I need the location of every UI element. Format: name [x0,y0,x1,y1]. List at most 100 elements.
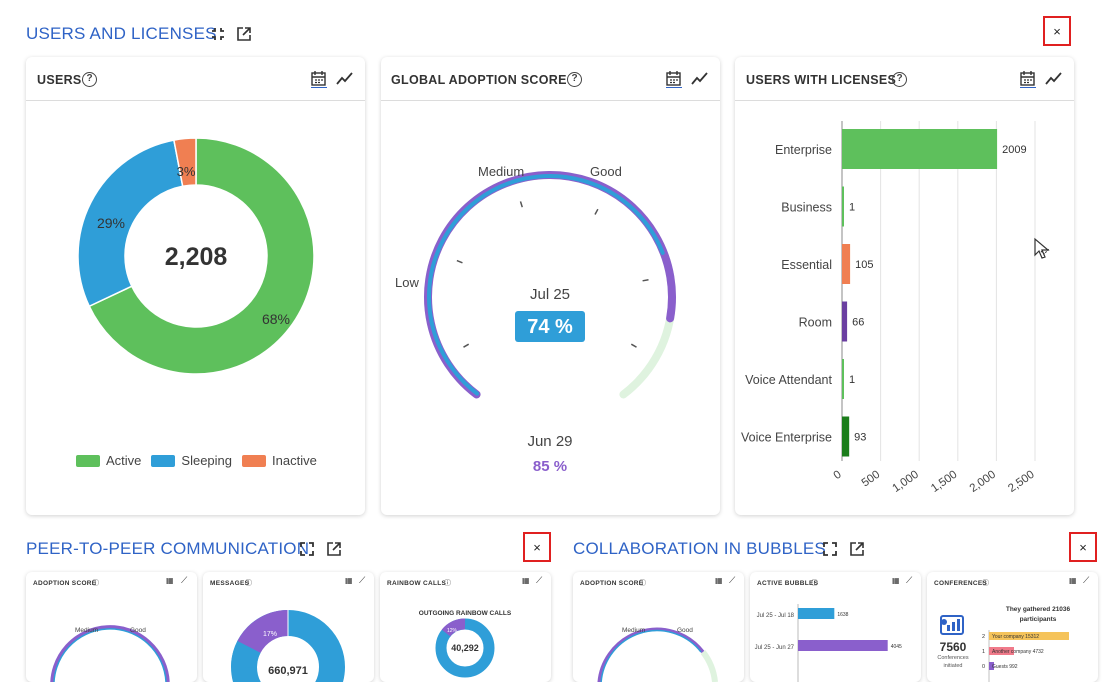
section-title-users-licenses: USERS AND LICENSES [26,24,217,43]
legend-swatch-active [76,454,100,467]
close-section-button[interactable]: × [523,532,551,562]
close-section-button[interactable]: × [1069,532,1097,562]
bubbles-adoption-card: ADOPTION SCORE ⓘ ▦ ⟋ Medium Good [573,572,744,682]
calendar-icon[interactable] [310,70,328,88]
trend-chart-icon[interactable] [1045,70,1063,88]
help-icon[interactable]: ⓘ [811,580,818,587]
help-icon[interactable]: ⓘ [639,580,646,587]
calendar-icon[interactable] [1019,70,1037,88]
trend-chart-icon[interactable]: ⟋ [359,575,366,585]
donut-slice-active[interactable] [88,137,315,375]
legend-swatch-inactive [242,454,267,467]
trend-chart-icon[interactable]: ⟋ [1083,575,1090,585]
card-header: RAINBOW CALLS [380,572,551,592]
bar-label: Voice Enterprise [741,431,832,445]
mini-messages-donut: 17% 660,971 [231,610,345,682]
gauge-label-low: Low [395,275,419,290]
x-tick-label: 500 [860,469,883,490]
close-icon: × [1079,539,1087,555]
help-icon[interactable]: ? [567,72,582,87]
legend-item-sleeping[interactable]: Sleeping [151,453,232,468]
inactive-pct-label: 3% [177,164,196,179]
conference-headline-1: They gathered 21036 [1006,606,1071,613]
current-score-badge [515,311,585,342]
bubble-row-label-1: Jul 25 - Jul 18 [757,613,795,619]
legend-item-inactive[interactable]: Inactive [242,453,317,468]
adoption-gauge: Low Medium Good Jul 25 74 % Jun 29 85 % [395,164,676,475]
section-title-bubbles: COLLABORATION IN BUBBLES [573,539,826,558]
help-icon[interactable]: ⓘ [245,580,252,587]
bar-value-label: 105 [855,259,873,271]
trend-chart-icon[interactable]: ⟋ [536,575,543,585]
calendar-icon[interactable]: ▦ [1069,576,1077,585]
help-icon[interactable]: ? [892,72,907,87]
bar-enterprise[interactable] [842,129,998,169]
donut-slice-inactive[interactable] [173,137,197,188]
calendar-icon[interactable]: ▦ [345,576,353,585]
gauge-tick-3 [594,208,599,215]
bar-room[interactable] [842,301,848,342]
help-icon[interactable]: ⓘ [92,580,99,587]
cursor-icon [1034,237,1050,259]
bar-business[interactable] [842,186,844,227]
bar-label: Business [781,201,832,215]
users-legend: Active Sleeping Inactive [76,453,317,468]
calendar-icon[interactable]: ▦ [892,576,900,585]
gauge-tick-4 [642,279,649,282]
bar-label: Voice Attendant [745,373,832,387]
current-score: 74 % [527,316,573,338]
gauge-label-good: Good [677,627,693,634]
legend-item-active[interactable]: Active [76,453,141,468]
trend-chart-icon[interactable] [691,70,709,88]
card-header: GLOBAL ADOPTION SCORE ? [381,57,720,101]
users-card: USERS ? 2,208 68% 29% 3% Active Sleeping… [26,57,365,515]
help-icon[interactable]: ⓘ [982,580,989,587]
card-title: ADOPTION SCORE [580,580,644,587]
trend-chart-icon[interactable] [336,70,354,88]
adoption-score-card: GLOBAL ADOPTION SCORE ? Low Medium Good … [381,57,720,515]
gauge-current-arc [427,174,665,396]
open-external-icon[interactable] [849,541,865,557]
calendar-icon[interactable] [665,70,683,88]
expand-icon[interactable] [299,541,315,557]
gauge-tick-1 [456,259,463,264]
help-icon[interactable]: ⓘ [444,580,451,587]
p2p-messages-card: MESSAGES ⓘ ▦ ⟋ 17% 660,971 [203,572,374,682]
bar-essential[interactable] [842,244,851,284]
expand-icon[interactable] [822,541,838,557]
card-header: ADOPTION SCORE [573,572,744,592]
conf-row-3: Guests 992 [992,664,1018,670]
x-tick-label: 1,000 [890,469,920,495]
close-section-button[interactable]: × [1043,16,1071,46]
licenses-card: USERS WITH LICENSES ? 0 500 1,000 1,500 2,00… [735,57,1074,515]
x-tick-label: 2,500 [1006,469,1036,495]
calendar-icon[interactable]: ▦ [166,576,174,585]
bar-voice-enterprise[interactable] [842,416,850,457]
bubble-bar-1[interactable] [798,608,835,619]
donut-slice-sleeping[interactable] [77,139,184,308]
conf-row-2: Another company 4732 [992,649,1044,655]
card-title: ACTIVE BUBBLES [757,580,819,587]
bar-voice-attendant[interactable] [842,359,844,399]
open-external-icon[interactable] [236,26,252,42]
sleeping-pct-label: 29% [97,215,125,231]
conference-label-2: initiated [944,663,963,669]
legend-swatch-sleeping [151,454,176,467]
conf-row-1: Your company 15312 [992,634,1039,640]
trend-chart-icon[interactable]: ⟋ [729,575,736,585]
x-tick-label: 0 [832,469,844,483]
conference-headline-2: participants [1020,616,1057,623]
help-icon[interactable]: ? [82,72,97,87]
collapse-icon[interactable] [210,26,226,42]
trend-chart-icon[interactable]: ⟋ [906,575,913,585]
calendar-icon[interactable]: ▦ [522,576,530,585]
calendar-icon[interactable]: ▦ [715,576,723,585]
card-header: USERS ? [26,57,365,101]
bubble-bar-2[interactable] [798,640,888,651]
open-external-icon[interactable] [326,541,342,557]
trend-chart-icon[interactable]: ⟋ [181,575,188,585]
conference-count: 7560 [940,640,967,654]
mini-gauge: Medium Good [597,627,718,682]
bar-value-label: 1 [849,374,855,386]
conf-bar-3 [989,662,994,670]
